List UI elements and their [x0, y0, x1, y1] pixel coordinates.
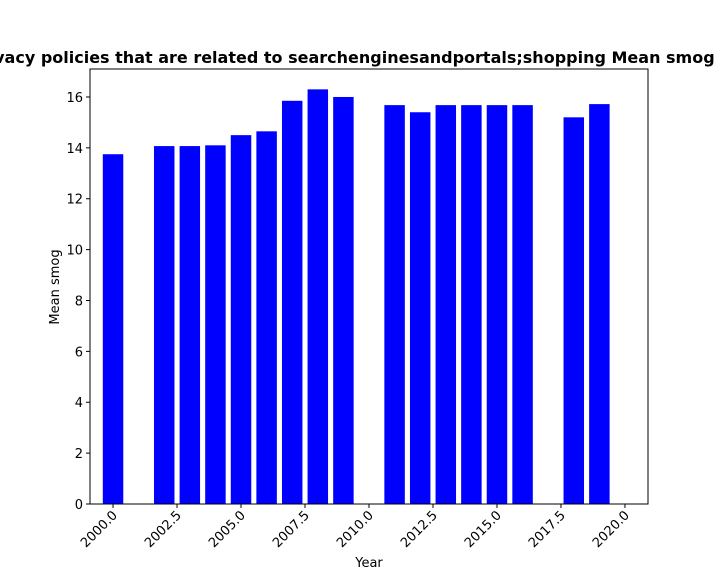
- x-tick-label: 2015.0: [462, 508, 505, 551]
- bar-2003: [179, 146, 201, 504]
- y-tick-label: 0: [75, 498, 83, 513]
- bar-2000: [102, 154, 124, 504]
- bars-group: [102, 89, 610, 505]
- bar-2011: [384, 105, 405, 505]
- bar-2005: [230, 135, 252, 504]
- bar-2013: [435, 105, 457, 505]
- bar-2008: [307, 89, 329, 504]
- x-tick-label: 2002.5: [142, 508, 185, 551]
- bar-2004: [205, 145, 226, 504]
- x-tick-label: 2005.0: [206, 508, 249, 551]
- y-tick-label: 12: [66, 193, 83, 208]
- x-tick-label: 2010.0: [334, 508, 377, 551]
- chart-title: Mean smog of privacy policies that are r…: [0, 48, 720, 67]
- y-tick-label: 10: [66, 244, 83, 259]
- x-axis-ticks: 2000.0 2002.5 2005.0 2007.5 2010.0 2012.5 2015…: [78, 504, 633, 551]
- x-tick-label: 2012.5: [398, 508, 441, 551]
- bar-2012: [409, 112, 431, 505]
- y-tick-label: 14: [66, 142, 83, 157]
- y-axis-ticks: 0 2 4 6 8 10 12 14 16: [66, 91, 90, 513]
- x-tick-label: 2007.5: [270, 508, 313, 551]
- x-tick-label: 2017.5: [526, 508, 569, 551]
- bar-2019: [589, 104, 610, 505]
- x-tick-label: 2000.0: [78, 508, 121, 551]
- bar-2002: [153, 146, 175, 504]
- plot-frame: [89, 68, 649, 505]
- y-tick-label: 2: [75, 447, 83, 462]
- x-axis-label: Year: [354, 556, 383, 571]
- bar-2016: [512, 105, 533, 505]
- bar-2018: [563, 117, 585, 504]
- y-tick-label: 6: [75, 345, 83, 360]
- bar-2007: [281, 100, 303, 504]
- y-tick-label: 4: [75, 396, 83, 411]
- bar-2009: [333, 96, 354, 504]
- y-tick-label: 16: [66, 91, 83, 106]
- bar-2015: [486, 105, 508, 505]
- y-axis-label: Mean smog: [48, 249, 63, 324]
- x-tick-label: 2020.0: [590, 508, 633, 551]
- y-tick-label: 8: [75, 294, 83, 309]
- bar-2014: [461, 105, 482, 505]
- bar-2006: [256, 131, 277, 504]
